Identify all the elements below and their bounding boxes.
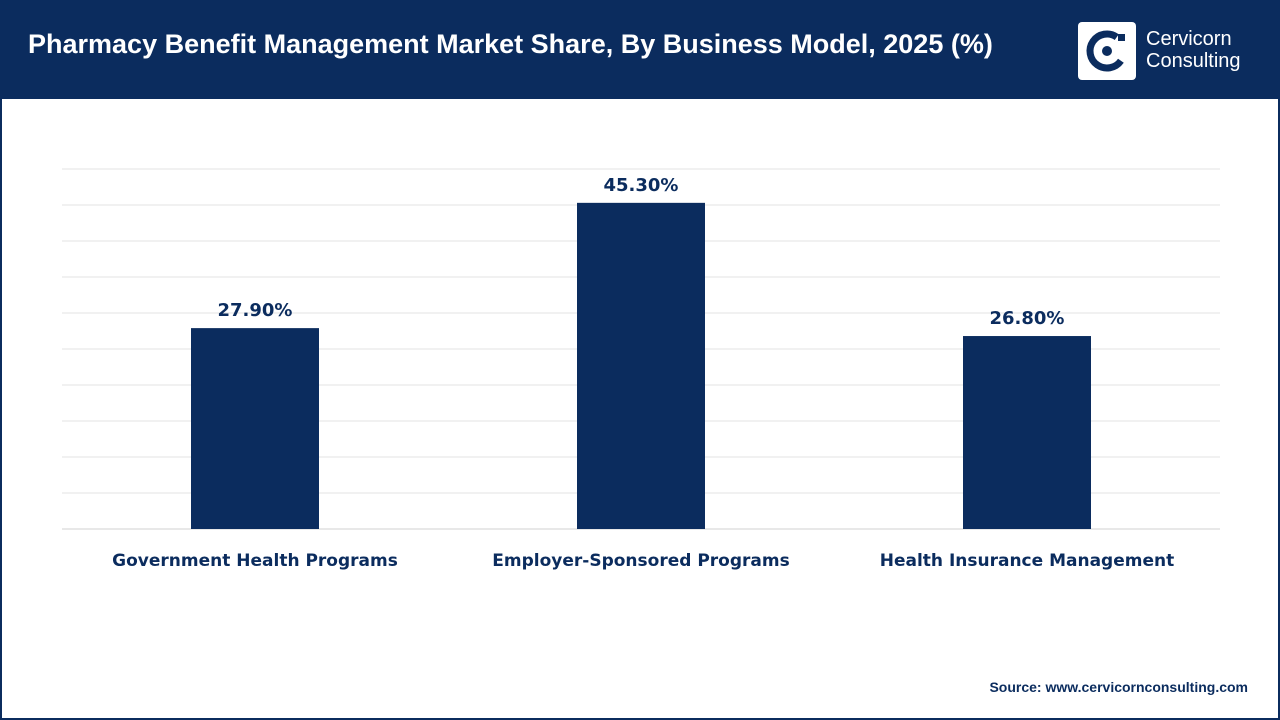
logo-line-1: Cervicorn <box>1146 28 1232 50</box>
bar-2 <box>577 202 705 529</box>
data-label-2: 45.30% <box>604 175 679 196</box>
category-label-3: Health Insurance Management <box>880 551 1174 571</box>
chart-title: Pharmacy Benefit Management Market Share… <box>28 29 993 59</box>
logo-line-2: Consulting <box>1146 50 1241 72</box>
bar-3 <box>963 336 1091 529</box>
source-note: Source: www.cervicornconsulting.com <box>989 679 1248 695</box>
bar-chart: 27.90% Government Health Programs 45.30% Em… <box>62 168 1220 571</box>
data-label-3: 26.80% <box>990 308 1065 329</box>
category-label-1: Government Health Programs <box>112 551 398 571</box>
data-label-1: 27.90% <box>218 300 293 321</box>
logo-wordmark: Cervicorn Consulting <box>1146 28 1241 72</box>
bar-1 <box>191 328 319 529</box>
category-label-2: Employer-Sponsored Programs <box>492 551 789 571</box>
logo-icon <box>1078 22 1136 80</box>
header-banner: Pharmacy Benefit Management Market Share… <box>2 2 1278 99</box>
company-logo: Cervicorn Consulting <box>1078 22 1268 80</box>
